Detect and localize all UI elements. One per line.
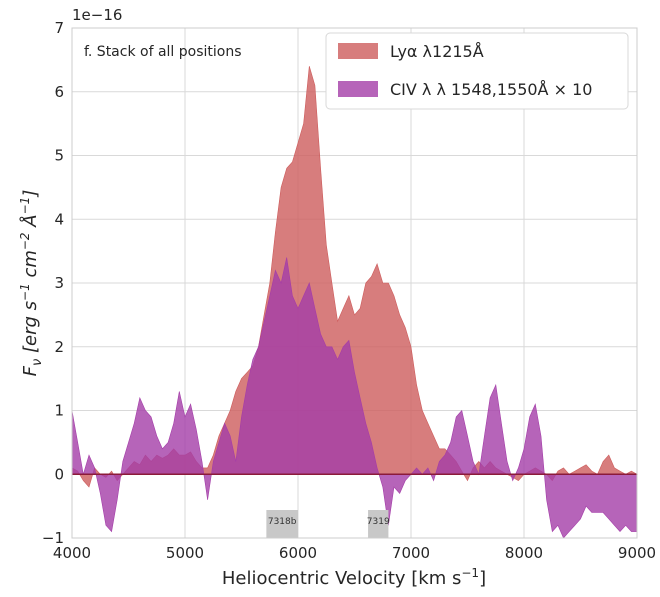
legend-label-lya: Lyα λ1215Å bbox=[390, 42, 484, 61]
region-markers: 7318b 7319 bbox=[266, 510, 390, 538]
x-tick-label: 4000 bbox=[53, 544, 91, 562]
plot-frame bbox=[71, 27, 638, 539]
region-marker-label: 7318b bbox=[268, 517, 297, 527]
y-tick-label: 7 bbox=[54, 19, 64, 37]
y-tick-labels: −1 0 1 2 3 4 5 6 7 bbox=[42, 19, 64, 547]
legend-box bbox=[325, 32, 629, 110]
y-tick-label: 6 bbox=[54, 83, 64, 101]
y-axis-label: Fν [erg s−1 cm−2 Å−1] bbox=[18, 190, 45, 377]
region-marker bbox=[368, 510, 389, 538]
x-tick-label: 5000 bbox=[166, 544, 204, 562]
y-tick-label: 2 bbox=[54, 338, 64, 356]
x-tick-label: 6000 bbox=[279, 544, 317, 562]
y-offset-text: 1e−16 bbox=[72, 6, 122, 24]
y-tick-label: 5 bbox=[54, 147, 64, 165]
region-marker-label: 7319 bbox=[367, 517, 390, 527]
x-tick-label: 9000 bbox=[618, 544, 656, 562]
region-marker bbox=[266, 510, 298, 538]
y-tick-label: 3 bbox=[54, 274, 64, 292]
y-tick-label: 0 bbox=[54, 465, 64, 483]
x-tick-labels: 4000 5000 6000 7000 8000 9000 bbox=[53, 544, 656, 562]
y-tick-label: 4 bbox=[54, 210, 64, 228]
x-tick-label: 8000 bbox=[505, 544, 543, 562]
x-tick-label: 7000 bbox=[392, 544, 430, 562]
series-area-1 bbox=[71, 257, 638, 539]
y-tick-label: −1 bbox=[42, 529, 64, 547]
legend-swatch-civ bbox=[338, 81, 378, 97]
legend-swatch-lya bbox=[338, 43, 378, 59]
legend: Lyα λ1215Å CIV λ λ 1548,1550Å × 10 bbox=[325, 32, 629, 110]
legend-label-civ: CIV λ λ 1548,1550Å × 10 bbox=[390, 80, 592, 99]
panel-title: f. Stack of all positions bbox=[84, 44, 242, 60]
y-tick-label: 1 bbox=[54, 402, 64, 420]
x-axis-label: Heliocentric Velocity [km s−1] bbox=[222, 566, 486, 589]
